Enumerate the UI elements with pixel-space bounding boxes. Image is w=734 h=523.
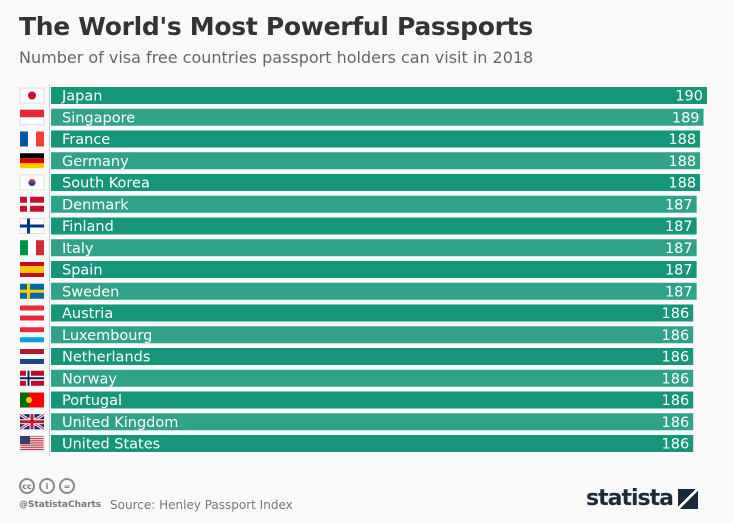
license-icons: cc i = bbox=[19, 478, 75, 494]
spain-flag-icon bbox=[20, 262, 44, 277]
cc-icon: cc bbox=[19, 478, 35, 494]
bar bbox=[51, 435, 694, 452]
japan-flag-icon bbox=[19, 87, 45, 104]
france-flag-icon bbox=[20, 131, 44, 147]
sweden-flag-icon bbox=[20, 283, 44, 299]
norway-flag-icon bbox=[20, 370, 44, 386]
bar bbox=[51, 174, 701, 191]
statista-logo[interactable]: statista bbox=[586, 486, 698, 511]
bar-value-label: 186 bbox=[662, 350, 690, 366]
portugal-flag-icon bbox=[20, 392, 44, 408]
bar-category-label: France bbox=[62, 132, 110, 148]
bar-category-label: United Kingdom bbox=[62, 415, 178, 431]
bar bbox=[51, 326, 694, 344]
bar-value-label: 188 bbox=[668, 154, 696, 170]
bar-category-label: Italy bbox=[62, 241, 94, 257]
by-icon: i bbox=[39, 478, 55, 494]
south-korea-flag-icon bbox=[19, 174, 45, 191]
bar-category-label: Finland bbox=[62, 219, 114, 235]
bar bbox=[51, 304, 694, 322]
bar bbox=[51, 261, 697, 278]
bar-value-label: 189 bbox=[672, 110, 700, 126]
italy-flag-icon bbox=[20, 240, 44, 256]
bar bbox=[51, 217, 697, 235]
bar-category-label: Luxembourg bbox=[62, 328, 152, 344]
bar-category-label: Austria bbox=[62, 306, 113, 322]
bar bbox=[51, 391, 694, 409]
bar-value-label: 186 bbox=[662, 415, 690, 431]
bar-category-label: Netherlands bbox=[62, 350, 150, 366]
chart-title: The World's Most Powerful Passports bbox=[19, 12, 533, 41]
bar-category-label: Singapore bbox=[62, 110, 135, 126]
bar bbox=[51, 282, 697, 300]
bar-value-label: 187 bbox=[665, 241, 693, 257]
bar-category-label: Japan bbox=[61, 89, 102, 105]
uk-flag-icon bbox=[19, 412, 45, 431]
bar-category-label: South Korea bbox=[62, 176, 150, 192]
source-note: Source: Henley Passport Index bbox=[110, 498, 293, 512]
statista-logo-icon bbox=[677, 488, 698, 509]
bar-value-label: 187 bbox=[665, 219, 693, 235]
bar bbox=[51, 108, 704, 126]
bar-category-label: Germany bbox=[62, 154, 129, 170]
bar-category-label: Norway bbox=[62, 371, 117, 387]
bar bbox=[51, 195, 697, 213]
bar-value-label: 187 bbox=[665, 263, 693, 279]
bar-value-label: 186 bbox=[662, 393, 690, 409]
bar bbox=[51, 369, 694, 387]
singapore-flag-icon bbox=[19, 109, 45, 126]
bar-value-label: 187 bbox=[665, 197, 693, 213]
bar bbox=[51, 87, 707, 104]
twitter-handle[interactable]: @StatistaCharts bbox=[19, 500, 102, 510]
bar-value-label: 186 bbox=[662, 437, 690, 453]
bar-value-label: 187 bbox=[665, 284, 693, 300]
bar-value-label: 186 bbox=[662, 306, 690, 322]
bar-category-label: Portugal bbox=[62, 393, 122, 409]
axis-line bbox=[49, 84, 50, 456]
bar-value-label: 188 bbox=[668, 176, 696, 192]
bar bbox=[51, 413, 694, 431]
logo-text: statista bbox=[586, 486, 674, 511]
bar bbox=[51, 152, 701, 170]
finland-flag-icon bbox=[19, 218, 45, 234]
bar-category-label: Denmark bbox=[62, 197, 129, 213]
luxembourg-flag-icon bbox=[20, 327, 44, 343]
bar-value-label: 186 bbox=[662, 371, 690, 387]
bar bbox=[51, 239, 697, 257]
nd-icon: = bbox=[59, 478, 75, 494]
bar-value-label: 186 bbox=[662, 328, 690, 344]
bar bbox=[51, 130, 701, 148]
bar-value-label: 190 bbox=[675, 89, 703, 105]
chart-subtitle: Number of visa free countries passport h… bbox=[19, 48, 534, 67]
bar-category-label: United States bbox=[62, 437, 160, 453]
germany-flag-icon bbox=[20, 153, 44, 169]
bar-category-label: Sweden bbox=[62, 284, 119, 300]
bar-value-label: 188 bbox=[668, 132, 696, 148]
denmark-flag-icon bbox=[20, 196, 44, 212]
austria-flag-icon bbox=[20, 305, 44, 321]
bar bbox=[51, 348, 694, 365]
bar-category-label: Spain bbox=[62, 263, 103, 279]
us-flag-icon bbox=[19, 435, 45, 452]
netherlands-flag-icon bbox=[20, 349, 44, 364]
